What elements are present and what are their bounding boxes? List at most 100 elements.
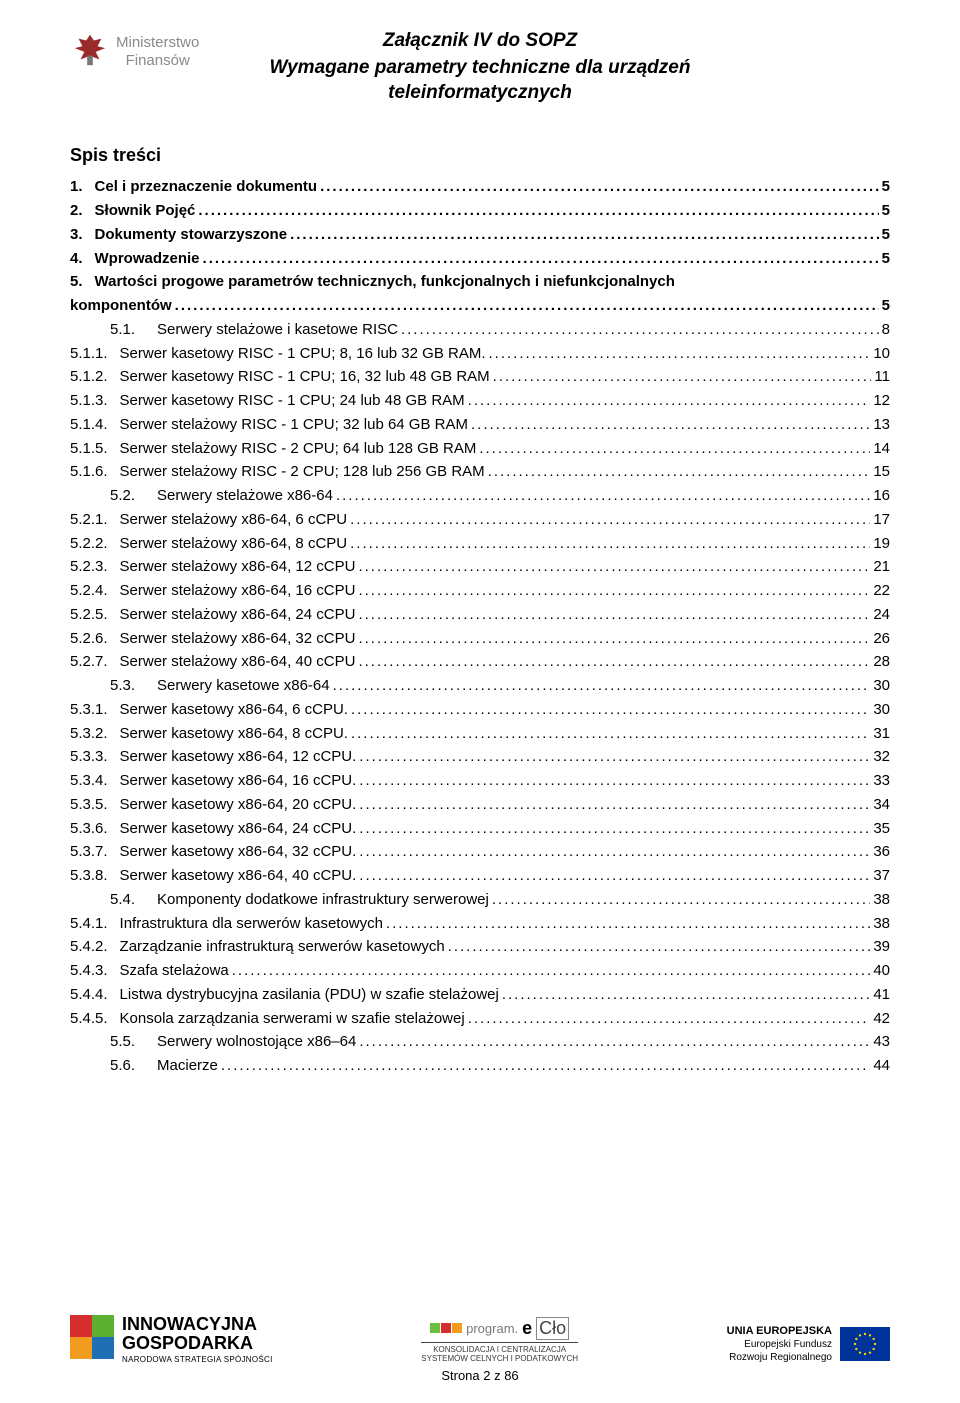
toc-page: 15 bbox=[873, 461, 890, 483]
toc-entry: 5.4.3.Szafa stelażowa...................… bbox=[70, 960, 890, 982]
toc-number: 2. bbox=[70, 200, 83, 222]
document-page: Ministerstwo Finansów Załącznik IV do SO… bbox=[0, 0, 960, 1403]
toc-label: Serwer stelażowy RISC - 2 CPU; 128 lub 2… bbox=[120, 461, 485, 483]
toc-page: 26 bbox=[873, 628, 890, 650]
toc-label: Konsola zarządzania serwerami w szafie s… bbox=[120, 1008, 465, 1030]
toc-leader-dots: ........................................… bbox=[350, 533, 870, 555]
toc-number: 5.3.7. bbox=[70, 841, 108, 863]
toc-leader-dots: ........................................… bbox=[358, 556, 870, 578]
toc-entry: 5.2.1.Serwer stelażowy x86-64, 6 cCPU...… bbox=[70, 509, 890, 531]
toc-page: 35 bbox=[873, 818, 890, 840]
toc-label: Serwery stelażowe x86-64 bbox=[157, 485, 333, 507]
kons-line1: KONSOLIDACJA I CENTRALIZACJA bbox=[421, 1345, 578, 1355]
toc-number: 5.4.5. bbox=[70, 1008, 108, 1030]
toc-label: Wartości progowe parametrów technicznych… bbox=[95, 271, 675, 293]
ue-text: UNIA EUROPEJSKA Europejski Fundusz Rozwo… bbox=[727, 1324, 832, 1364]
toc-number: 5.3.2. bbox=[70, 723, 108, 745]
toc-leader-dots: ........................................… bbox=[232, 960, 871, 982]
toc-page: 43 bbox=[873, 1031, 890, 1053]
toc-page: 16 bbox=[873, 485, 890, 507]
toc-number: 5.1.6. bbox=[70, 461, 108, 483]
toc-entry: 5.5. Serwery wolnostojące x86–64.........… bbox=[70, 1031, 890, 1053]
ministry-logo: Ministerstwo Finansów bbox=[70, 30, 199, 70]
toc-label: Serwer kasetowy x86-64, 8 cCPU. bbox=[120, 723, 348, 745]
toc-entry: 5.2.4.Serwer stelażowy x86-64, 16 cCPU..… bbox=[70, 580, 890, 602]
toc-entry: 5. Wartości progowe parametrów techniczny… bbox=[70, 271, 890, 293]
toc-page: 11 bbox=[874, 366, 890, 388]
toc-number: 5.3.4. bbox=[70, 770, 108, 792]
toc-entry: 5.3.6.Serwer kasetowy x86-64, 24 cCPU...… bbox=[70, 818, 890, 840]
toc-page: 32 bbox=[873, 746, 890, 768]
eclo-e: e bbox=[522, 1318, 532, 1339]
toc-label: Macierze bbox=[157, 1055, 218, 1077]
toc-entry: 5.2.3.Serwer stelażowy x86-64, 12 cCPU..… bbox=[70, 556, 890, 578]
toc-number: 5.3.3. bbox=[70, 746, 108, 768]
toc-number: 1. bbox=[70, 176, 83, 198]
toc-label: Wprowadzenie bbox=[95, 248, 200, 270]
toc-label: Serwery stelażowe i kasetowe RISC bbox=[157, 319, 398, 341]
toc-leader-dots: ........................................… bbox=[221, 1055, 870, 1077]
toc-entry: 3.Dokumenty stowarzyszone...............… bbox=[70, 224, 890, 246]
toc-leader-dots: ........................................… bbox=[333, 675, 871, 697]
toc-label: Zarządzanie infrastrukturą serwerów kase… bbox=[120, 936, 445, 958]
toc-number: 5.4.3. bbox=[70, 960, 108, 982]
toc-number: 5.1.5. bbox=[70, 438, 108, 460]
toc-leader-dots: ........................................… bbox=[448, 936, 871, 958]
toc-leader-dots: ........................................… bbox=[320, 176, 879, 198]
toc-page: 5 bbox=[882, 200, 890, 222]
toc-number: 5.4.4. bbox=[70, 984, 108, 1006]
toc-page: 14 bbox=[873, 438, 890, 460]
toc-entry: 5.4.2. Zarządzanie infrastrukturą serweró… bbox=[70, 936, 890, 958]
toc-number: 4. bbox=[70, 248, 83, 270]
toc-label: Komponenty dodatkowe infrastruktury serw… bbox=[157, 889, 489, 911]
toc-leader-dots: ........................................… bbox=[358, 604, 870, 626]
toc-entry: 5.3.3.Serwer kasetowy x86-64, 12 cCPU...… bbox=[70, 746, 890, 768]
toc-number: 5.5. bbox=[110, 1031, 135, 1053]
toc-entry: komponentów.............................… bbox=[70, 295, 890, 317]
toc-label: Serwer stelażowy x86-64, 12 cCPU bbox=[120, 556, 356, 578]
eagle-icon bbox=[70, 30, 110, 70]
toc-page: 19 bbox=[873, 533, 890, 555]
toc-entry: 5.4.Komponenty dodatkowe infrastruktury … bbox=[70, 889, 890, 911]
toc-number: 5. bbox=[70, 271, 83, 293]
toc-label: Serwer stelażowy x86-64, 24 cCPU bbox=[120, 604, 356, 626]
toc-entry: 5.1.5. Serwer stelażowy RISC - 2 CPU; 64 … bbox=[70, 438, 890, 460]
toc-page: 38 bbox=[873, 913, 890, 935]
ue-logo-block: UNIA EUROPEJSKA Europejski Fundusz Rozwo… bbox=[727, 1324, 890, 1364]
toc-number: 5.3.8. bbox=[70, 865, 108, 887]
toc-label: Serwery wolnostojące x86–64 bbox=[157, 1031, 356, 1053]
toc-heading: Spis treści bbox=[70, 145, 890, 166]
toc-entry: 5.3.1.Serwer kasetowy x86-64, 6 cCPU....… bbox=[70, 699, 890, 721]
ig-subtitle: NARODOWA STRATEGIA SPÓJNOŚCI bbox=[122, 1355, 273, 1364]
toc-leader-dots: ........................................… bbox=[468, 390, 871, 412]
ue-line2: Rozwoju Regionalnego bbox=[727, 1351, 832, 1364]
toc-label: Serwer stelażowy RISC - 1 CPU; 32 lub 64… bbox=[120, 414, 468, 436]
toc-number: 5.3.1. bbox=[70, 699, 108, 721]
toc-leader-dots: ........................................… bbox=[358, 628, 870, 650]
toc-page: 44 bbox=[873, 1055, 890, 1077]
toc-page: 30 bbox=[873, 675, 890, 697]
toc-leader-dots: ........................................… bbox=[359, 746, 870, 768]
toc-leader-dots: ........................................… bbox=[203, 248, 879, 270]
toc-entry: 5.3.5.Serwer kasetowy x86-64, 20 cCPU...… bbox=[70, 794, 890, 816]
ministry-line1: Ministerstwo bbox=[116, 34, 199, 52]
toc-label: Serwer kasetowy x86-64, 40 cCPU. bbox=[120, 865, 357, 887]
toc-label: Serwery kasetowe x86-64 bbox=[157, 675, 330, 697]
toc-number: 5.4.2. bbox=[70, 936, 108, 958]
toc-number: 5.2.1. bbox=[70, 509, 108, 531]
toc-entry: 2.Słownik Pojęć.........................… bbox=[70, 200, 890, 222]
toc-label: Serwer stelażowy x86-64, 8 cCPU bbox=[120, 533, 348, 555]
toc-number: 5.2.6. bbox=[70, 628, 108, 650]
ig-line1: INNOWACYJNA bbox=[122, 1315, 273, 1334]
toc-leader-dots: ........................................… bbox=[479, 438, 870, 460]
toc-entry: 5.1.4.Serwer stelażowy RISC - 1 CPU; 32 … bbox=[70, 414, 890, 436]
toc-page: 36 bbox=[873, 841, 890, 863]
toc-number: 5.2.7. bbox=[70, 651, 108, 673]
toc-entry: 5.6.Macierze............................… bbox=[70, 1055, 890, 1077]
toc-label: Serwer stelażowy RISC - 2 CPU; 64 lub 12… bbox=[120, 438, 477, 460]
toc-label: Cel i przeznaczenie dokumentu bbox=[95, 176, 318, 198]
toc-leader-dots: ........................................… bbox=[351, 699, 870, 721]
toc-entry: 5.1.1.Serwer kasetowy RISC - 1 CPU; 8, 1… bbox=[70, 343, 890, 365]
toc-page: 5 bbox=[882, 176, 890, 198]
toc-leader-dots: ........................................… bbox=[359, 1031, 870, 1053]
